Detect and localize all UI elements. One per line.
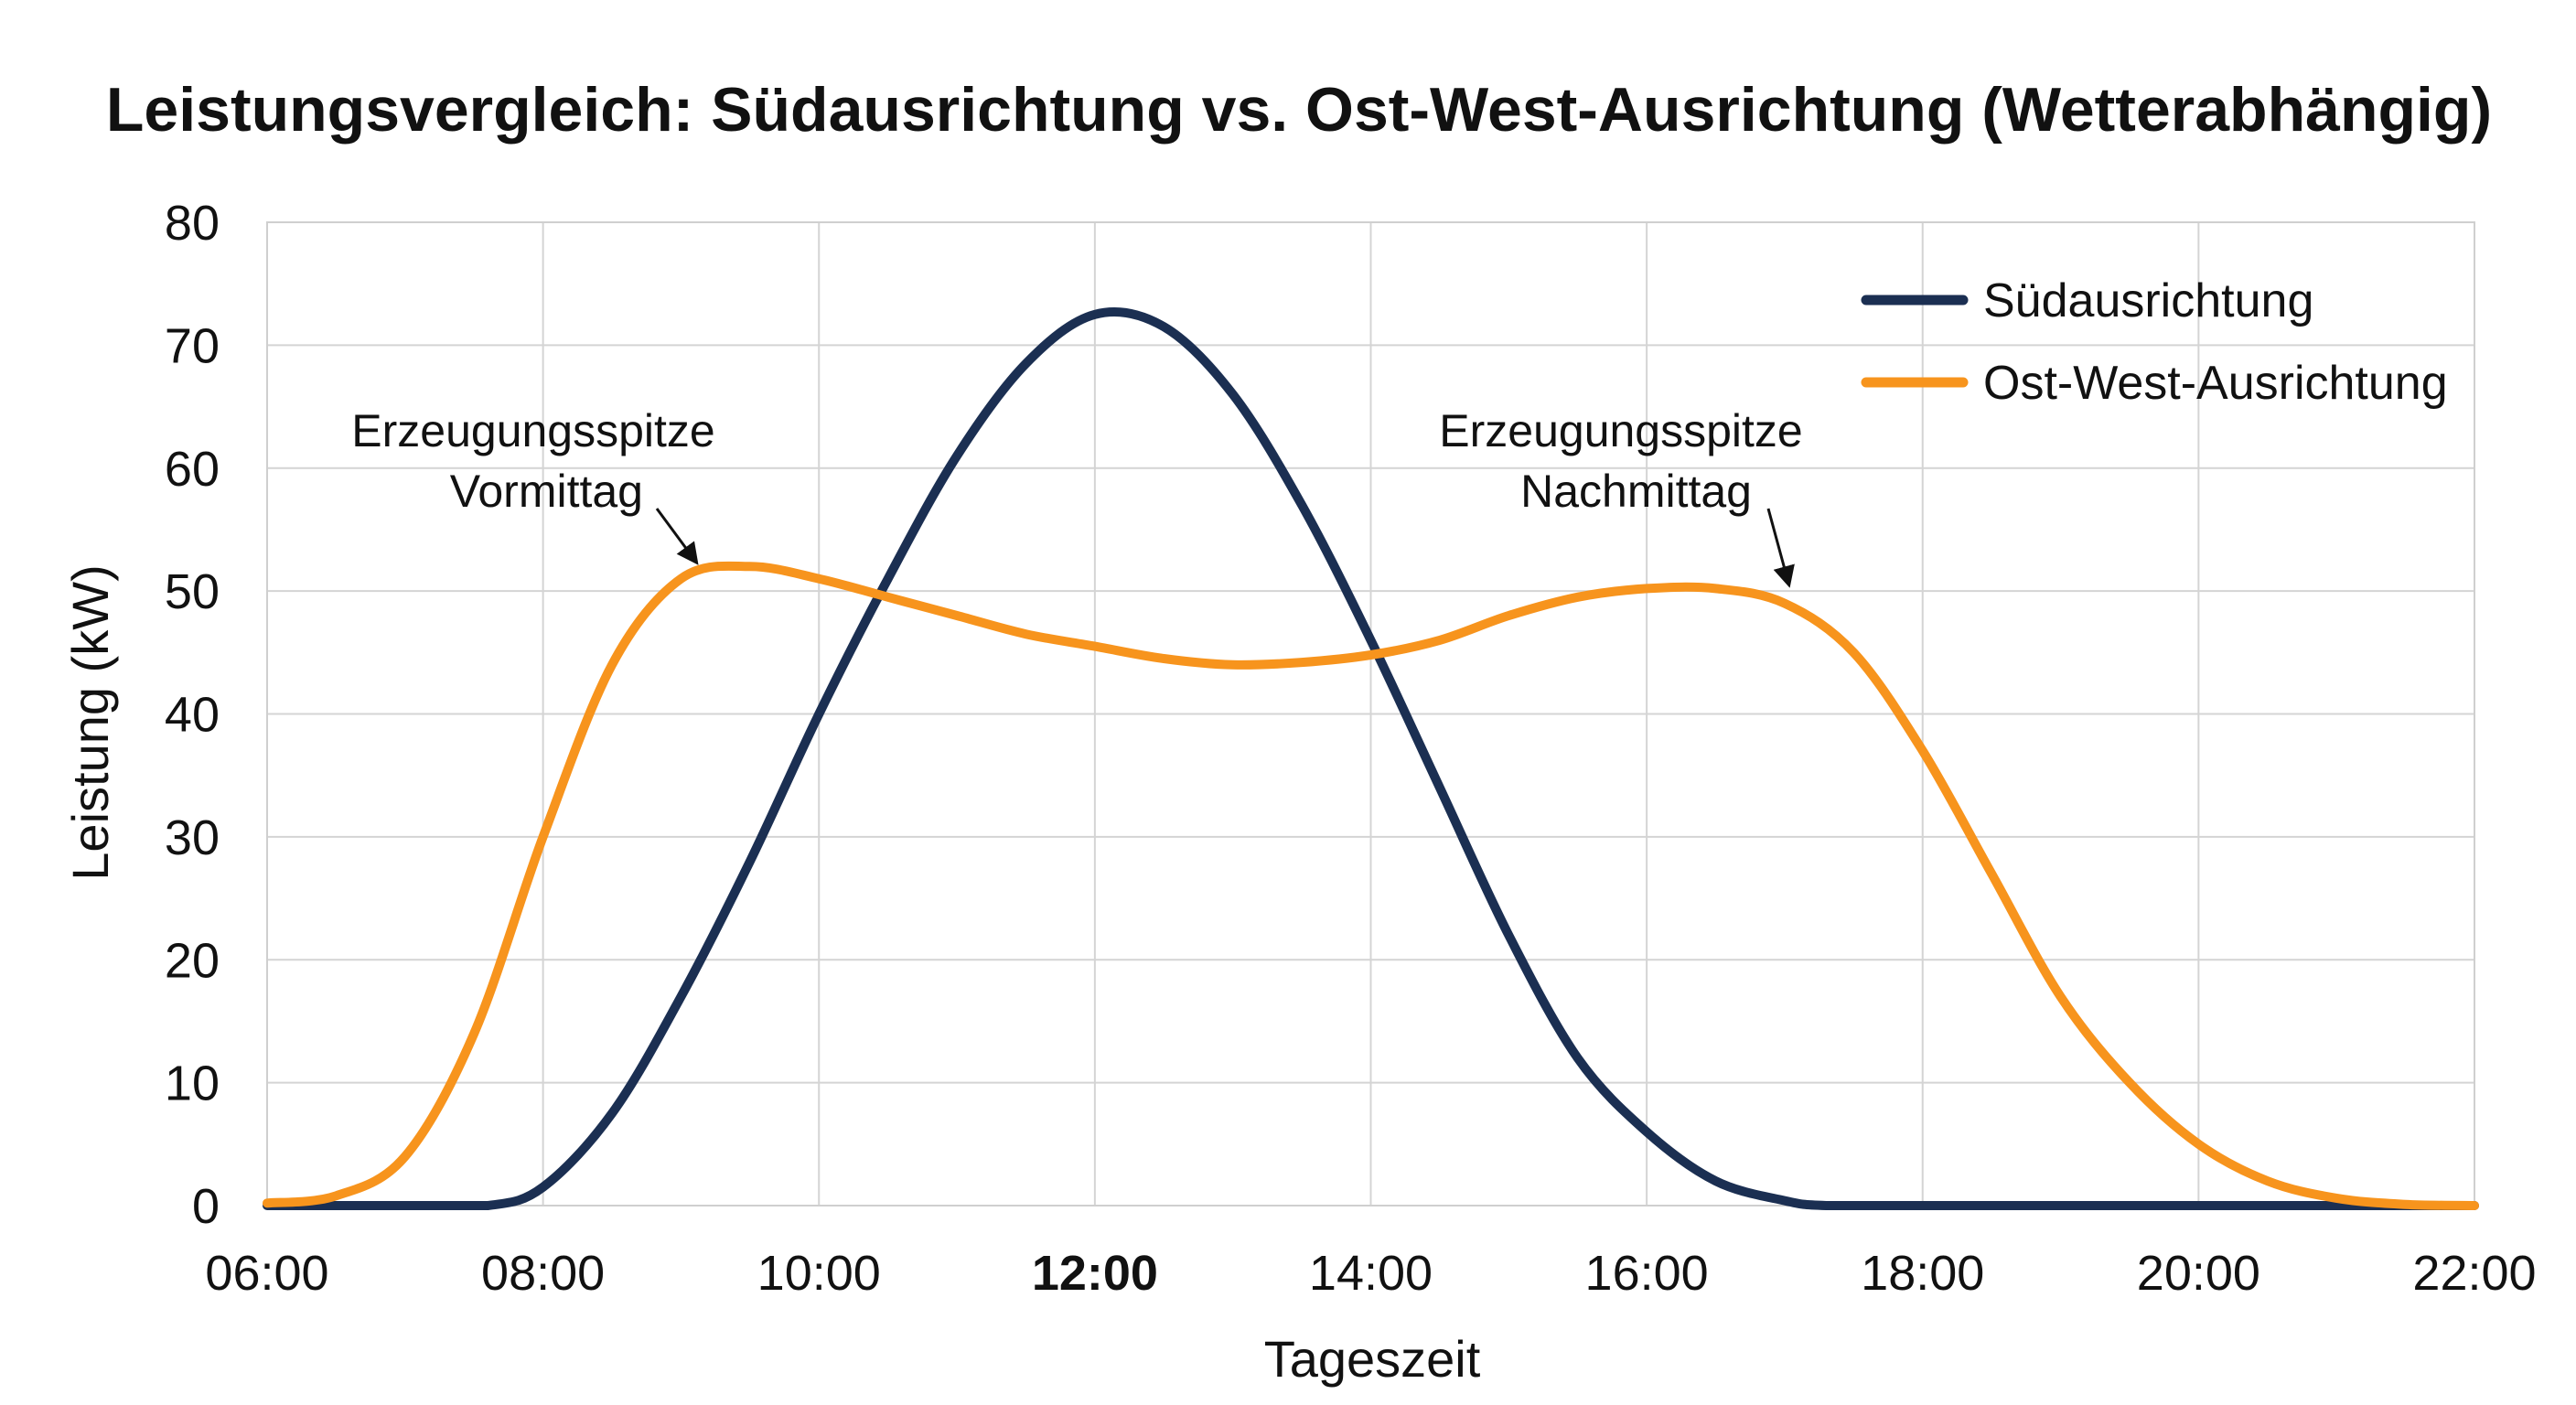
x-tick-label: 06:00 (205, 1246, 328, 1301)
legend: Südausrichtung Ost-West-Ausrichtung (1861, 274, 2448, 410)
y-axis-ticks: 0 10 20 30 40 50 60 70 80 (165, 196, 220, 1234)
sued-ausrichtung-line (263, 307, 2479, 1211)
series-lines (263, 307, 2479, 1211)
y-tick-label: 50 (165, 564, 220, 619)
plot-area-border (266, 221, 2475, 1207)
y-tick-label: 20 (165, 933, 220, 988)
y-tick-label: 80 (165, 196, 220, 251)
x-tick-label: 12:00 (1032, 1246, 1158, 1301)
annotation-text: Erzeugungsspitze (1439, 405, 1802, 456)
x-tick-label: 14:00 (1309, 1246, 1433, 1301)
x-tick-label: 20:00 (2137, 1246, 2260, 1301)
annotations: Erzeugungsspitze Vormittag Erzeugungsspitz… (351, 405, 1803, 588)
annotation-text: Nachmittag (1520, 466, 1752, 517)
y-tick-label: 30 (165, 810, 220, 865)
x-tick-label: 08:00 (481, 1246, 605, 1301)
x-tick-label: 22:00 (2412, 1246, 2536, 1301)
chart-title: Leistungsvergleich: Südausrichtung vs. O… (106, 75, 2492, 145)
y-tick-label: 0 (192, 1179, 220, 1234)
legend-label: Südausrichtung (1983, 274, 2313, 327)
x-tick-label: 10:00 (757, 1246, 881, 1301)
y-tick-label: 40 (165, 688, 220, 743)
x-tick-label: 18:00 (1861, 1246, 1984, 1301)
annotation-arrow (655, 508, 699, 565)
y-axis-label: Leistung (kW) (61, 564, 119, 880)
x-axis-ticks: 06:00 08:00 10:00 12:00 14:00 16:00 18:00 20:00… (205, 1246, 2536, 1301)
legend-label: Ost-West-Ausrichtung (1983, 357, 2448, 410)
annotation-arrow (1766, 508, 1795, 588)
x-axis-label: Tageszeit (1264, 1330, 1481, 1388)
x-tick-label: 16:00 (1585, 1246, 1709, 1301)
annotation-text: Vormittag (450, 466, 643, 517)
y-tick-label: 70 (165, 318, 220, 373)
ost-west-ausrichtung-line (263, 561, 2479, 1210)
y-tick-label: 60 (165, 442, 220, 497)
annotation-text: Erzeugungsspitze (351, 405, 714, 456)
y-tick-label: 10 (165, 1056, 220, 1111)
